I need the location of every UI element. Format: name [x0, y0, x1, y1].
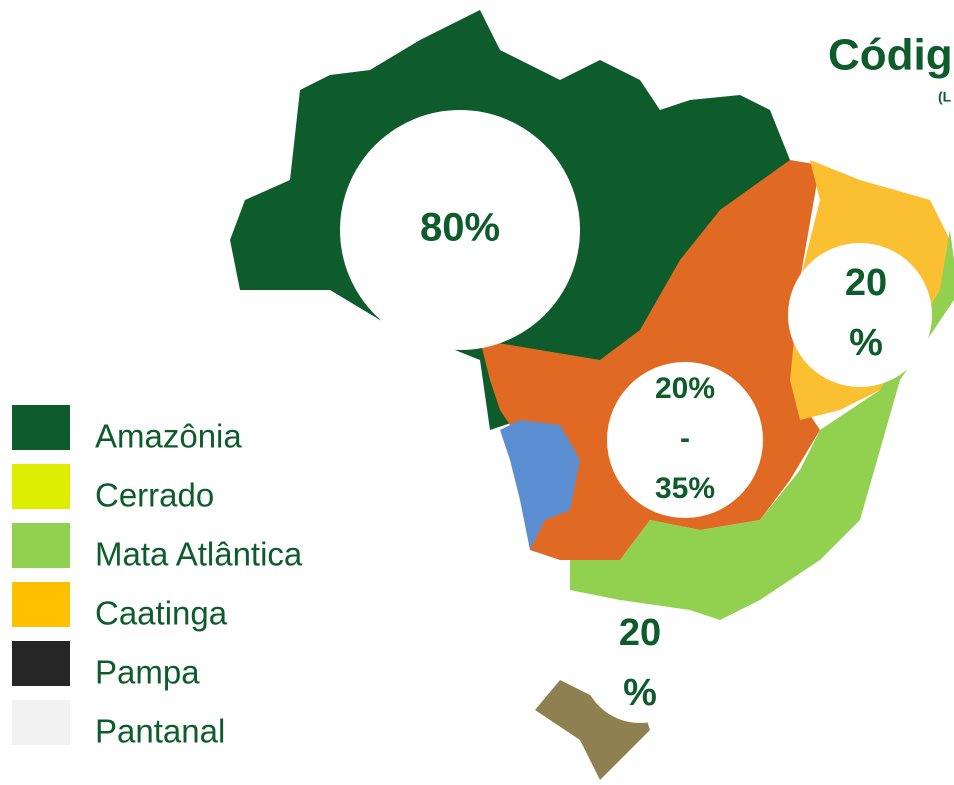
region-label: %	[623, 672, 657, 714]
legend-label: Mata Atlântica	[95, 536, 303, 573]
title: Códig	[828, 31, 953, 80]
region-label: -	[680, 422, 690, 455]
legend-label: Pantanal	[95, 713, 225, 750]
legend-label: Cerrado	[95, 477, 214, 514]
subtitle: (L	[938, 89, 952, 105]
region-label: 20%	[655, 372, 715, 405]
label-circle	[582, 607, 698, 723]
label-circle	[340, 110, 580, 350]
region-label: 20	[619, 612, 661, 654]
legend-swatch	[12, 641, 70, 686]
legend-swatch	[12, 582, 70, 627]
map	[230, 10, 954, 780]
legend-swatch	[12, 464, 70, 509]
region-label: 35%	[655, 472, 715, 505]
region-label: 80%	[420, 206, 500, 250]
mata-atlantica-region	[570, 230, 954, 620]
region-label: 20	[845, 262, 887, 304]
label-circle	[607, 362, 763, 518]
legend-swatch	[12, 405, 70, 450]
legend: Amazônia Cerrado Mata Atlântica Caatinga Pam…	[12, 405, 303, 750]
pantanal-region	[500, 420, 580, 550]
legend-swatch	[12, 523, 70, 568]
legend-label: Pampa	[95, 654, 200, 691]
region-label: %	[849, 322, 883, 364]
label-circle	[788, 243, 932, 387]
legend-label: Amazônia	[95, 418, 242, 455]
legend-swatch	[12, 700, 70, 745]
legend-label: Caatinga	[95, 595, 228, 632]
region-labels: 80% 20% 20% - 35% 20%	[420, 206, 887, 714]
